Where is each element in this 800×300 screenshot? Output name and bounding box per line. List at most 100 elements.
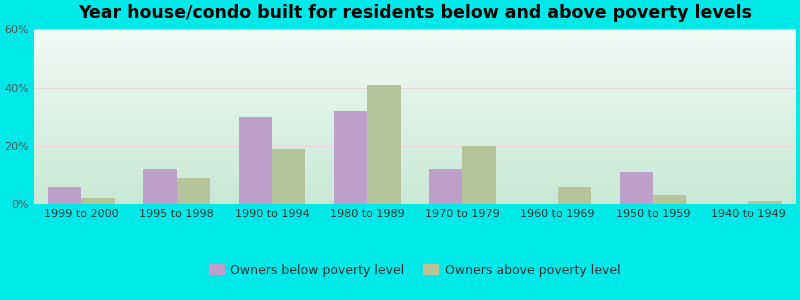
Bar xyxy=(34,144,796,145)
Bar xyxy=(34,111,796,112)
Bar xyxy=(34,173,796,174)
Bar xyxy=(34,147,796,148)
Bar xyxy=(34,138,796,139)
Bar xyxy=(34,40,796,41)
Bar xyxy=(238,117,272,204)
Bar xyxy=(34,145,796,146)
Bar xyxy=(34,160,796,161)
Bar xyxy=(34,132,796,133)
Bar xyxy=(34,148,796,149)
Bar xyxy=(34,59,796,60)
Bar xyxy=(34,108,796,109)
Bar xyxy=(34,72,796,73)
Bar xyxy=(34,168,796,169)
Bar xyxy=(34,131,796,132)
Bar xyxy=(34,60,796,61)
Bar xyxy=(34,117,796,118)
Bar xyxy=(34,74,796,75)
Bar xyxy=(34,54,796,55)
Bar xyxy=(34,46,796,47)
Bar xyxy=(34,80,796,81)
Bar xyxy=(34,154,796,155)
Bar xyxy=(34,175,796,176)
Bar xyxy=(34,96,796,97)
Bar xyxy=(34,178,796,179)
Bar xyxy=(34,170,796,171)
Bar xyxy=(34,158,796,159)
Bar xyxy=(34,201,796,202)
Bar xyxy=(34,94,796,95)
Bar xyxy=(34,143,796,144)
Bar xyxy=(34,84,796,85)
Bar xyxy=(34,76,796,77)
Bar xyxy=(34,125,796,126)
Bar xyxy=(34,45,796,46)
Bar xyxy=(34,118,796,119)
Bar xyxy=(34,140,796,141)
Bar xyxy=(34,159,796,160)
Bar xyxy=(34,78,796,79)
Bar xyxy=(34,137,796,138)
Bar xyxy=(34,110,796,111)
Bar xyxy=(34,114,796,115)
Bar xyxy=(34,189,796,190)
Bar xyxy=(34,89,796,90)
Bar xyxy=(34,40,796,41)
Bar xyxy=(34,192,796,193)
Bar xyxy=(34,51,796,52)
Bar xyxy=(34,130,796,131)
Bar xyxy=(34,112,796,113)
Bar xyxy=(34,202,796,203)
Bar xyxy=(34,101,796,102)
Bar xyxy=(34,134,796,135)
Bar xyxy=(34,102,796,103)
Bar xyxy=(34,180,796,181)
Bar xyxy=(34,63,796,64)
Bar xyxy=(34,195,796,196)
Bar xyxy=(34,91,796,92)
Bar xyxy=(34,163,796,164)
Bar xyxy=(34,121,796,122)
Bar xyxy=(653,195,686,204)
Bar xyxy=(34,105,796,106)
Bar xyxy=(34,36,796,37)
Bar xyxy=(34,155,796,156)
Bar xyxy=(334,111,367,204)
Bar xyxy=(34,135,796,136)
Bar xyxy=(462,146,496,204)
Bar xyxy=(34,50,796,51)
Bar xyxy=(34,52,796,53)
Bar xyxy=(34,95,796,96)
Bar xyxy=(34,29,796,30)
Bar xyxy=(34,57,796,58)
Bar xyxy=(34,146,796,147)
Bar xyxy=(34,35,796,36)
Bar xyxy=(34,198,796,199)
Bar xyxy=(34,98,796,99)
Bar xyxy=(34,123,796,124)
Bar xyxy=(34,38,796,39)
Bar xyxy=(34,69,796,70)
Bar xyxy=(34,61,796,62)
Bar xyxy=(34,47,796,48)
Bar xyxy=(34,82,796,83)
Bar xyxy=(34,190,796,191)
Bar xyxy=(34,79,796,80)
Bar xyxy=(34,100,796,101)
Bar xyxy=(558,187,591,204)
Bar xyxy=(48,187,82,204)
Bar xyxy=(34,37,796,38)
Bar xyxy=(34,169,796,170)
Bar xyxy=(34,141,796,142)
Bar xyxy=(34,149,796,150)
Bar xyxy=(34,86,796,87)
Bar xyxy=(34,81,796,82)
Bar xyxy=(34,200,796,201)
Bar xyxy=(34,93,796,94)
Bar xyxy=(34,151,796,152)
Bar xyxy=(34,71,796,72)
Bar xyxy=(34,174,796,175)
Bar xyxy=(34,30,796,31)
Bar xyxy=(34,122,796,123)
Bar xyxy=(34,107,796,108)
